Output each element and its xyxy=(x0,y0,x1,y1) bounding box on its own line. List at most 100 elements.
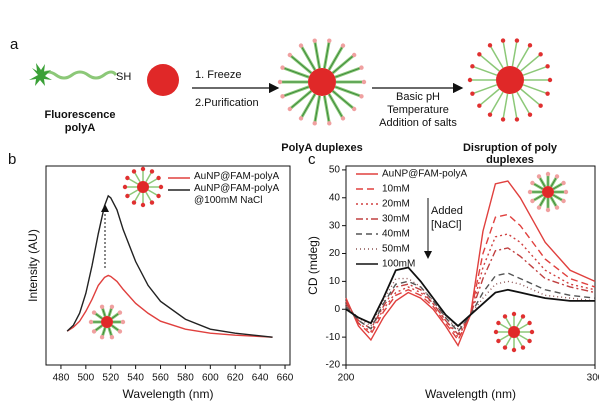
y-axis-label: CD (mdeg) xyxy=(306,236,320,295)
dye xyxy=(496,338,501,344)
dye xyxy=(561,180,566,186)
dye xyxy=(109,335,115,340)
series-line xyxy=(66,274,273,338)
x-tick-label: 580 xyxy=(177,373,194,384)
dye xyxy=(312,121,317,126)
dye xyxy=(340,43,346,48)
series-line xyxy=(345,213,596,342)
strand xyxy=(516,91,531,116)
dye xyxy=(117,310,123,315)
dye xyxy=(91,329,97,334)
dye xyxy=(467,77,473,83)
strand xyxy=(323,95,330,124)
legend-label: AuNP@FAM-polyA xyxy=(382,169,468,180)
y-tick-label: 0 xyxy=(334,304,340,315)
label: PolyA duplexes xyxy=(281,142,363,154)
dye xyxy=(496,320,501,326)
x-tick-label: 200 xyxy=(338,373,355,384)
dye xyxy=(527,338,532,344)
dye xyxy=(545,171,551,177)
dye xyxy=(477,103,482,108)
dye xyxy=(359,65,364,70)
strand xyxy=(472,65,498,76)
dye xyxy=(158,184,164,190)
dye xyxy=(527,43,533,48)
strand xyxy=(300,45,316,71)
schematic-art xyxy=(29,63,464,96)
x-axis-label: Wavelength (nm) xyxy=(425,387,516,401)
dye xyxy=(140,202,146,208)
dye xyxy=(530,180,535,186)
dye xyxy=(287,52,293,58)
strand xyxy=(328,45,344,71)
legend-label: 50mM xyxy=(382,244,410,255)
polyA-strand xyxy=(39,70,118,80)
dye xyxy=(149,200,155,205)
panel-label: b xyxy=(8,151,16,168)
step-text: Addition of salts xyxy=(379,117,457,129)
label: Disruption of poly xyxy=(463,142,558,154)
step-text: Basic pH xyxy=(396,91,440,103)
dye xyxy=(563,189,569,195)
series-line xyxy=(345,266,595,328)
fluorophore xyxy=(29,63,52,86)
dye xyxy=(280,94,285,99)
gold-nanoparticle xyxy=(508,326,520,338)
dye xyxy=(131,169,137,174)
strand xyxy=(289,90,312,110)
strand xyxy=(300,93,316,119)
dye xyxy=(91,310,97,315)
x-tick-label: 500 xyxy=(77,373,94,384)
strand xyxy=(314,40,321,69)
y-tick-label: 10 xyxy=(329,276,341,287)
strand xyxy=(502,40,509,67)
legend-label: 10mM xyxy=(382,184,410,195)
legend-label: AuNP@FAM-polyA @100mM NaCl xyxy=(194,183,279,206)
gold-nanoparticle xyxy=(147,64,179,96)
annotation: Added xyxy=(431,205,463,217)
dye xyxy=(538,52,543,57)
dye xyxy=(327,121,332,126)
label: polyA xyxy=(65,122,96,134)
dye xyxy=(527,320,532,326)
dye xyxy=(545,91,550,96)
dye xyxy=(500,38,506,43)
y-axis-label: Intensity (AU) xyxy=(26,229,40,302)
dye xyxy=(545,207,551,213)
dye xyxy=(538,103,543,108)
strand xyxy=(520,53,542,72)
strand xyxy=(511,93,518,120)
strand xyxy=(332,90,355,110)
dye xyxy=(529,329,535,335)
x-tick-label: 520 xyxy=(102,373,119,384)
dye xyxy=(514,117,520,122)
dye xyxy=(536,174,542,179)
x-tick-label: 640 xyxy=(252,373,269,384)
legend-label-box: AuNP@FAM-polyA @100mM NaCl xyxy=(194,183,279,206)
series-line xyxy=(345,233,596,339)
label: duplexes xyxy=(486,154,534,166)
strand xyxy=(323,40,330,69)
dye xyxy=(117,329,123,334)
step-text: 1. Freeze xyxy=(195,69,241,81)
strand xyxy=(516,44,531,69)
dye xyxy=(527,112,533,117)
strand xyxy=(282,86,310,97)
strand xyxy=(502,93,509,120)
dye xyxy=(554,205,560,210)
label: Fluorescence xyxy=(45,109,116,121)
dye xyxy=(149,169,155,174)
series-line xyxy=(345,180,596,348)
y-tick-label: 30 xyxy=(329,220,341,231)
x-tick-label: 620 xyxy=(227,373,244,384)
dye xyxy=(99,304,105,309)
strand xyxy=(314,95,321,124)
x-tick-label: 600 xyxy=(202,373,219,384)
dye xyxy=(470,91,475,96)
dye xyxy=(502,345,508,350)
dye xyxy=(527,189,533,195)
dye xyxy=(122,184,128,190)
series-line xyxy=(345,272,596,333)
dye xyxy=(487,112,493,117)
legend-label-box: AuNP@FAM-polyA xyxy=(194,171,279,182)
